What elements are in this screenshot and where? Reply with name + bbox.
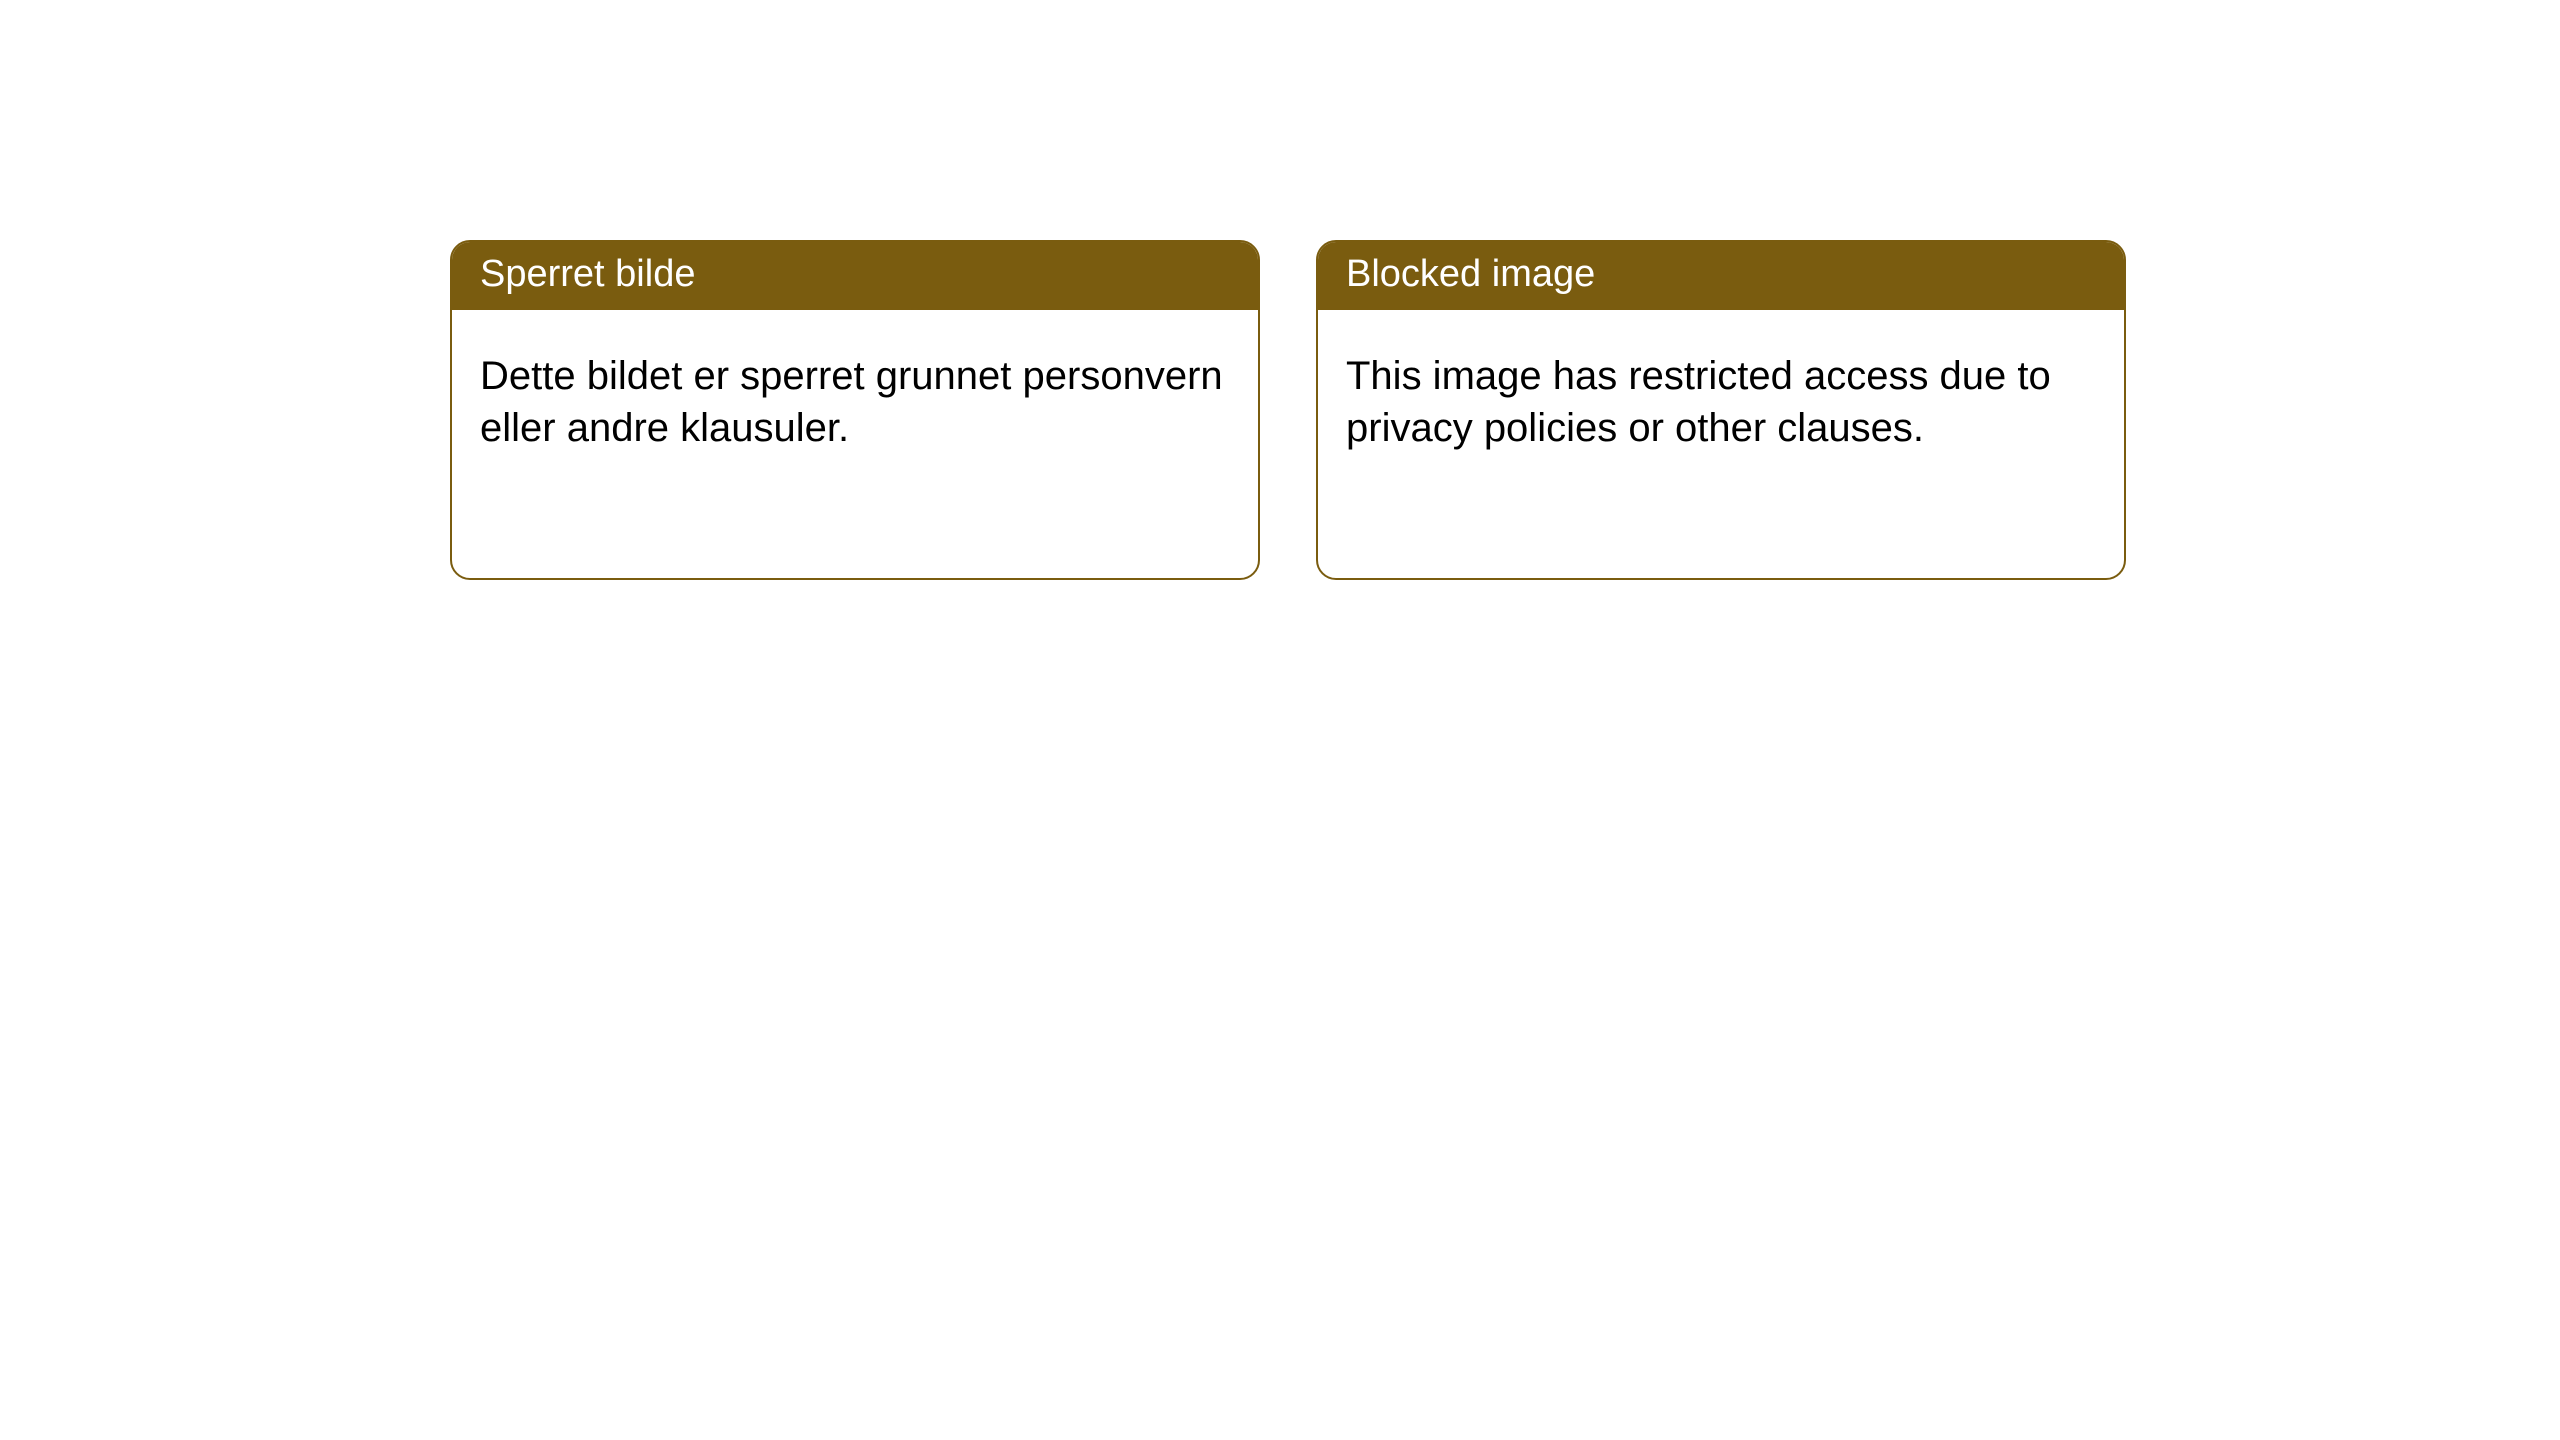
notice-title: Blocked image	[1318, 242, 2124, 310]
notice-title: Sperret bilde	[452, 242, 1258, 310]
notice-container: Sperret bilde Dette bildet er sperret gr…	[0, 0, 2560, 580]
notice-body: Dette bildet er sperret grunnet personve…	[452, 310, 1258, 484]
notice-card-norwegian: Sperret bilde Dette bildet er sperret gr…	[450, 240, 1260, 580]
notice-body: This image has restricted access due to …	[1318, 310, 2124, 484]
notice-card-english: Blocked image This image has restricted …	[1316, 240, 2126, 580]
